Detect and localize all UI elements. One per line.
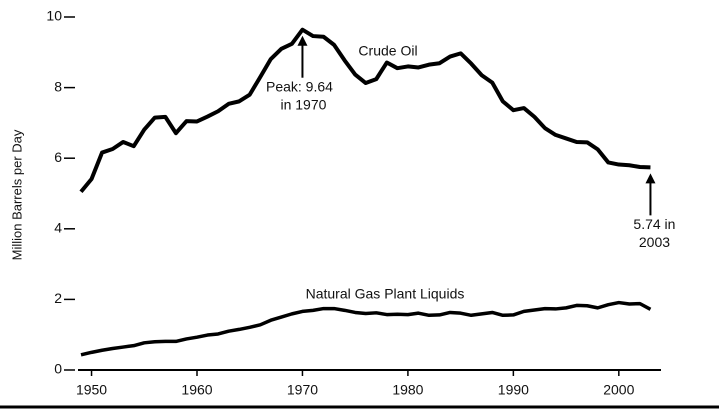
y-tick-label: 2 — [54, 290, 62, 306]
y-tick-label: 6 — [54, 149, 62, 165]
annotation-arrowhead — [297, 35, 308, 46]
y-axis-label: Million Barrels per Day — [9, 129, 24, 260]
annotation-text: in 1970 — [280, 96, 326, 112]
y-tick-label: 10 — [46, 8, 62, 24]
x-tick-label: 1960 — [181, 382, 212, 398]
annotation-text: 2003 — [639, 234, 670, 250]
x-tick-label: 1990 — [498, 382, 529, 398]
annotation-arrowhead — [645, 173, 656, 184]
data-line — [79, 27, 651, 194]
series-label: Natural Gas Plant Liquids — [306, 286, 465, 302]
annotation-text: 5.74 in — [633, 216, 675, 232]
y-tick-label: 4 — [54, 220, 62, 236]
x-tick-label: 1950 — [76, 382, 107, 398]
x-tick-label: 2000 — [603, 382, 634, 398]
y-tick-label: 0 — [54, 361, 62, 377]
y-tick-label: 8 — [54, 78, 62, 94]
x-tick-label: 1980 — [392, 382, 423, 398]
data-line — [80, 300, 652, 357]
series-label: Crude Oil — [358, 43, 417, 59]
x-tick-label: 1970 — [287, 382, 318, 398]
annotation-text: Peak: 9.64 — [266, 78, 333, 94]
